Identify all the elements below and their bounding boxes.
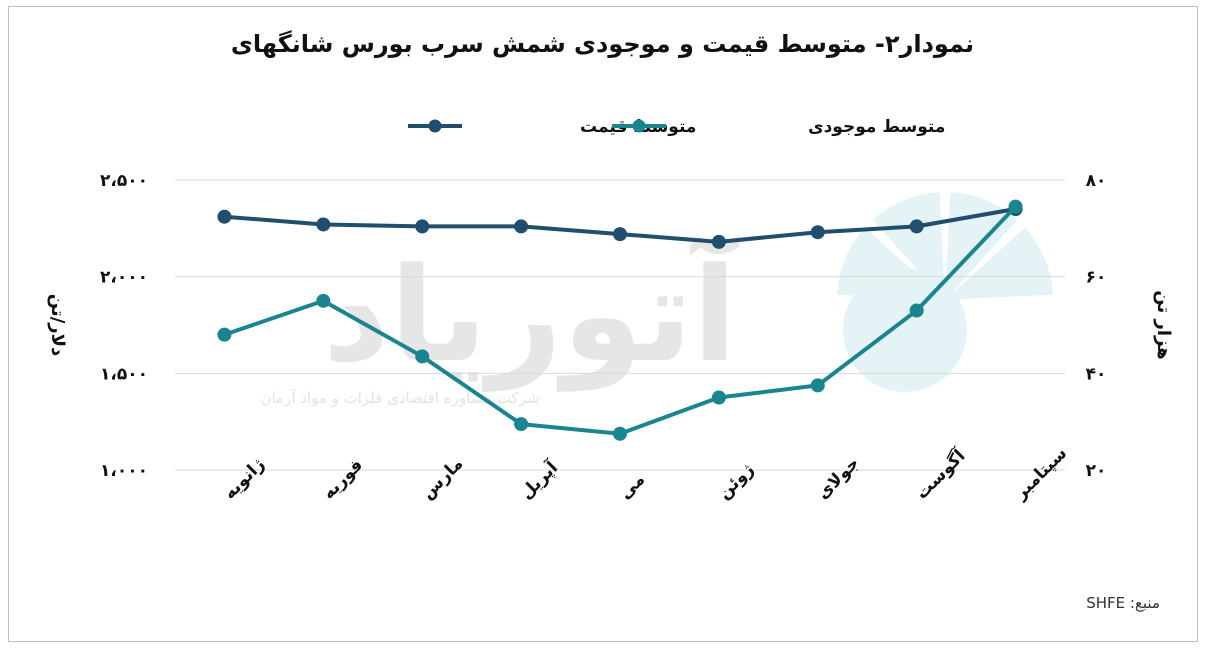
watermark-segment [945,227,1053,300]
y-right-tick-label: ۸۰ [1086,171,1107,191]
y-axis-left: ۱،۰۰۰ ۱،۵۰۰ ۲،۰۰۰ ۲،۵۰۰ دلار/تن [47,171,148,481]
inventory-point [415,349,430,364]
x-tick-label: آپریل [515,456,563,504]
inventory-point [1008,199,1023,214]
chart-frame [8,6,1198,642]
x-tick-label: فوریه [319,455,367,503]
price-point [613,227,627,242]
y-right-tick-label: ۶۰ [1086,268,1107,288]
legend-marker [428,119,442,133]
x-tick-label: ژوئن [714,460,758,504]
watermark-text: آتوریاد [323,235,740,392]
chart-title: نمودار۲- متوسط قیمت و موجودی شمش سرب بور… [230,30,975,58]
y-right-tick-label: ۴۰ [1086,364,1107,384]
x-tick-label: جولای [813,453,863,503]
price-point [217,209,232,224]
price-point [711,234,726,249]
x-tick-label: می [615,470,649,504]
inventory-point [514,417,529,432]
price-point [415,219,430,234]
y-left-tick-label: ۲،۰۰۰ [100,268,148,288]
source-note: منبع: SHFE [1086,594,1160,612]
inventory-point [613,426,627,441]
watermark-tagline: شرکت مشاوره اقتصادی فلزات و مواد آرمان [260,389,539,407]
y-left-tick-label: ۱،۵۰۰ [100,364,148,384]
price-point [810,225,825,240]
x-tick-label: مارس [418,454,468,504]
watermark-circle [843,268,967,392]
y-left-axis-title: دلار/تن [47,294,68,357]
inventory-point [909,303,924,318]
x-tick-label: سپتامبر [1010,443,1071,504]
y-axis-right: ۲۰ ۴۰ ۶۰ ۸۰ هزار تن [1086,171,1174,481]
y-left-tick-label: ۲،۵۰۰ [100,171,148,191]
y-right-axis-title: هزار تن [1153,290,1174,359]
legend-label: متوسط موجودی [808,117,945,137]
price-point [514,219,529,234]
series-group [217,199,1023,441]
price-point [316,217,331,232]
price-point [909,219,924,234]
inventory-point [810,378,825,393]
legend-marker [632,119,646,133]
y-left-tick-label: ۱،۰۰۰ [100,461,148,481]
x-tick-label: ژانویه [220,454,269,503]
x-tick-label: آگوست [911,444,971,504]
inventory-point [711,390,726,405]
y-right-tick-label: ۲۰ [1086,461,1107,481]
x-axis: ژانویه فوریه مارس آپریل می ژوئن جولای آگوست سپتا… [220,443,1071,504]
grid-lines [175,179,1065,471]
inventory-point [316,293,331,308]
inventory-point [217,327,232,342]
